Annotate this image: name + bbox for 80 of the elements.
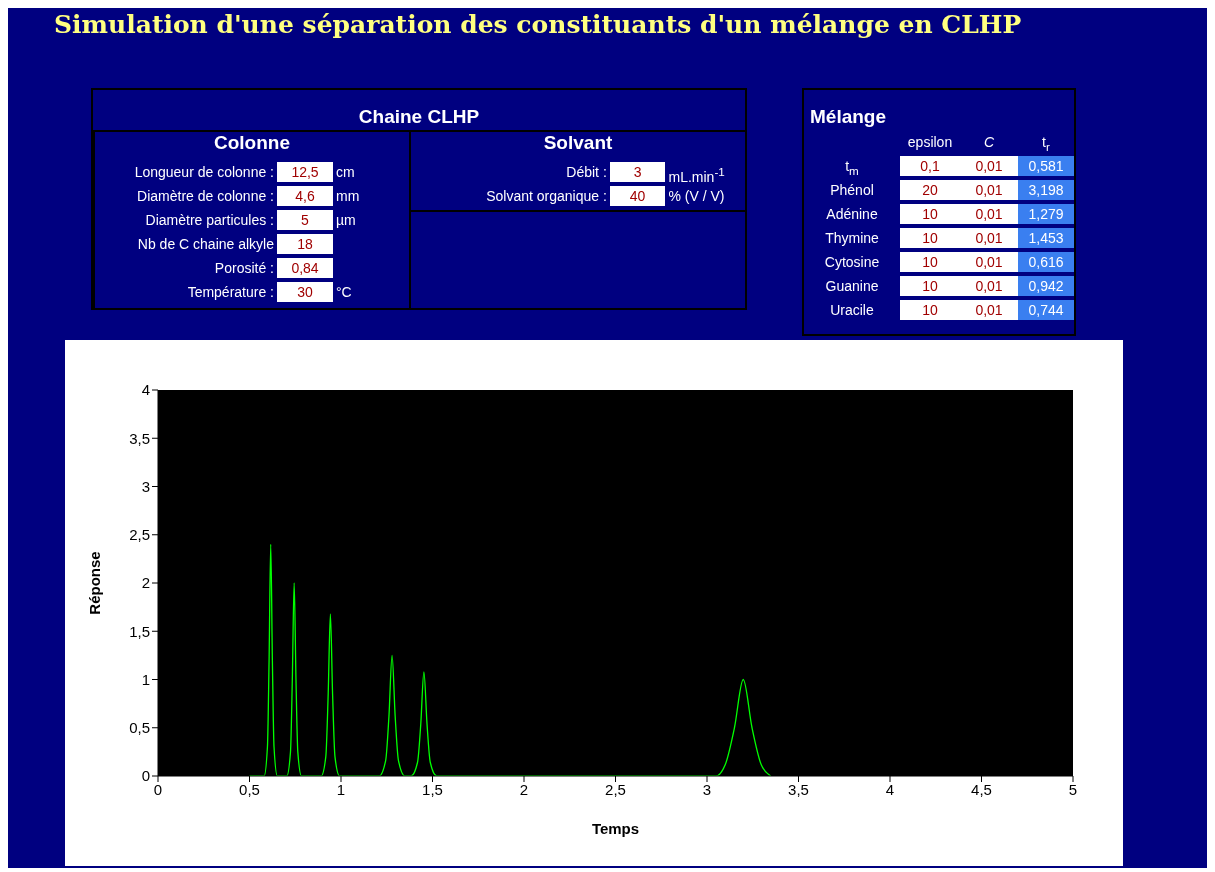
text: 0,1 [920,158,940,174]
text: 3 [633,164,642,180]
x-axis-title: Temps [591,820,640,837]
text: 0,942 [1028,278,1064,294]
y-tick-label: 2 [141,574,150,592]
text: 0,581 [1028,158,1064,174]
text: Mélange [810,106,887,127]
text: 3,198 [1028,182,1064,198]
text: µm [336,212,356,228]
text: cm [336,164,355,180]
y-tick-label: 0 [141,767,150,785]
text: mm [336,188,360,204]
text: 0,01 [975,254,1003,270]
text: Longueur de colonne : [134,164,274,180]
y-tick-label: 1,5 [129,622,150,640]
text: 5 [301,212,309,228]
text: 1,279 [1028,206,1064,222]
text: Solvant [543,132,613,153]
text: 0,01 [975,302,1003,318]
text: Simulation d'une séparation des constituants d'un mélange en CLHP [54,10,1022,39]
x-tick-label: 5 [1068,780,1078,798]
text: 0,84 [291,260,319,276]
x-tick-label: 3 [702,780,712,798]
text: °C [336,284,352,300]
text: Uracile [830,302,874,318]
y-tick-label: 1 [141,670,150,688]
x-tick-label: 3,5 [788,780,809,798]
text: 0,01 [975,182,1003,198]
text: Solvant organique : [486,188,607,204]
y-tick-label: 4 [141,381,150,399]
y-tick-label: 3 [141,477,150,495]
text: 40 [629,188,646,204]
text: 10 [922,206,938,222]
text: epsilon [907,134,953,150]
text: 10 [922,302,938,318]
x-tick-label: 4 [885,780,895,798]
text: 10 [922,278,938,294]
text: Adénine [826,206,878,222]
text: Nb de C chaine alkyle [137,236,274,252]
text: t$_{r}$ [1042,134,1050,153]
y-tick-label: 3,5 [129,429,150,447]
y-axis-title: Réponse [86,551,104,615]
text: % (V / V) [668,188,725,204]
text: 0,616 [1028,254,1064,270]
text: 0,744 [1028,302,1064,318]
x-tick-label: 4,5 [971,780,992,798]
text: 4,6 [295,188,315,204]
y-tick-label: 0,5 [129,719,150,737]
text: t$_{m}$ [845,158,859,177]
text: 18 [297,236,313,252]
text: Phénol [830,182,874,198]
text: 1,453 [1028,230,1064,246]
text: Thymine [825,230,879,246]
text: Colonne [214,132,290,153]
text: Débit : [566,164,607,180]
text: Guanine [825,278,879,294]
text: mL.min$^{-1}$ [668,165,725,185]
text: 0,01 [975,158,1003,174]
text: 0,01 [975,278,1003,294]
x-tick-label: 0 [153,780,163,798]
text: C [983,134,995,150]
text: 10 [922,254,938,270]
text: Chaine CLHP [358,106,480,127]
text: 0,01 [975,206,1003,222]
text: 12,5 [291,164,319,180]
x-tick-label: 0,5 [239,780,260,798]
x-tick-label: 2 [519,780,529,798]
text: 0,01 [975,230,1003,246]
x-tick-label: 2,5 [605,780,626,798]
text: 30 [297,284,313,300]
text: Cytosine [824,254,880,270]
text: Diamètre de colonne : [137,188,274,204]
text: 10 [922,230,938,246]
x-tick-label: 1,5 [422,780,443,798]
x-tick-label: 1 [336,780,346,798]
text: Porosité : [214,260,274,276]
text: Diamètre particules : [145,212,274,228]
text: Température : [187,284,274,300]
text: 20 [922,182,938,198]
y-tick-label: 2,5 [129,526,150,544]
